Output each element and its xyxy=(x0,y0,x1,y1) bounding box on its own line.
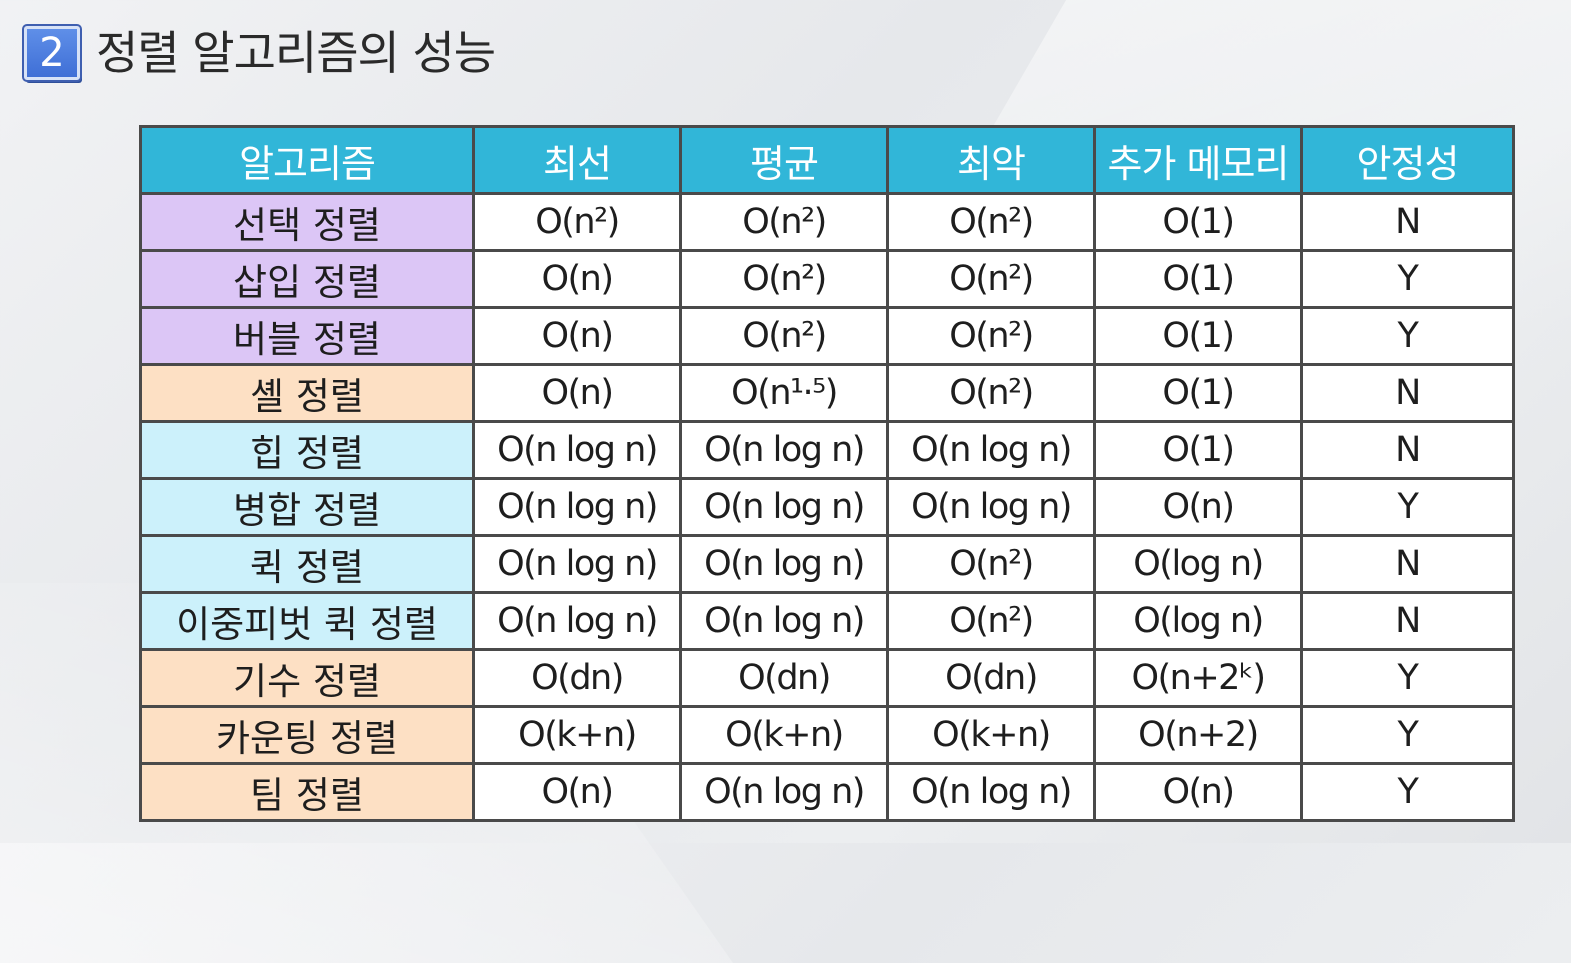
stability-cell: Y xyxy=(1300,705,1515,765)
worst-case-cell: O(n²) xyxy=(886,591,1096,651)
best-case-cell: O(n log n) xyxy=(472,477,682,537)
table-row: 퀵 정렬 O(n log n) O(n log n) O(n²) O(log n… xyxy=(139,534,1515,594)
extra-memory-cell: O(log n) xyxy=(1093,534,1303,594)
worst-case-cell: O(n log n) xyxy=(886,762,1096,822)
average-case-cell: O(n¹·⁵) xyxy=(679,363,889,423)
worst-case-cell: O(n²) xyxy=(886,192,1096,252)
algorithm-name-cell: 버블 정렬 xyxy=(139,306,475,366)
table-row: 기수 정렬 O(dn) O(dn) O(dn) O(n+2ᵏ) Y xyxy=(139,648,1515,708)
average-case-cell: O(k+n) xyxy=(679,705,889,765)
average-case-cell: O(n²) xyxy=(679,306,889,366)
best-case-cell: O(k+n) xyxy=(472,705,682,765)
column-header-stability: 안정성 xyxy=(1300,125,1515,195)
stability-cell: Y xyxy=(1300,762,1515,822)
worst-case-cell: O(n²) xyxy=(886,306,1096,366)
algorithm-name-cell: 카운팅 정렬 xyxy=(139,705,475,765)
table-row: 팀 정렬 O(n) O(n log n) O(n log n) O(n) Y xyxy=(139,762,1515,822)
stability-cell: N xyxy=(1300,420,1515,480)
table-row: 병합 정렬 O(n log n) O(n log n) O(n log n) O… xyxy=(139,477,1515,537)
worst-case-cell: O(n²) xyxy=(886,534,1096,594)
table-row: 이중피벗 퀵 정렬 O(n log n) O(n log n) O(n²) O(… xyxy=(139,591,1515,651)
extra-memory-cell: O(n+2ᵏ) xyxy=(1093,648,1303,708)
best-case-cell: O(n) xyxy=(472,249,682,309)
stability-cell: N xyxy=(1300,534,1515,594)
column-header-worst: 최악 xyxy=(886,125,1096,195)
column-header-average: 평균 xyxy=(679,125,889,195)
table-row: 카운팅 정렬 O(k+n) O(k+n) O(k+n) O(n+2) Y xyxy=(139,705,1515,765)
algorithm-name-cell: 이중피벗 퀵 정렬 xyxy=(139,591,475,651)
average-case-cell: O(dn) xyxy=(679,648,889,708)
best-case-cell: O(n) xyxy=(472,762,682,822)
algorithm-name-cell: 셸 정렬 xyxy=(139,363,475,423)
extra-memory-cell: O(1) xyxy=(1093,306,1303,366)
stability-cell: Y xyxy=(1300,648,1515,708)
best-case-cell: O(n²) xyxy=(472,192,682,252)
best-case-cell: O(n) xyxy=(472,363,682,423)
extra-memory-cell: O(n) xyxy=(1093,477,1303,537)
table-header-row: 알고리즘 최선 평균 최악 추가 메모리 안정성 xyxy=(139,125,1515,195)
algorithm-name-cell: 선택 정렬 xyxy=(139,192,475,252)
worst-case-cell: O(dn) xyxy=(886,648,1096,708)
extra-memory-cell: O(1) xyxy=(1093,249,1303,309)
algorithm-name-cell: 삽입 정렬 xyxy=(139,249,475,309)
sorting-performance-table: 알고리즘 최선 평균 최악 추가 메모리 안정성 선택 정렬 O(n²) O(n… xyxy=(139,125,1515,822)
stability-cell: N xyxy=(1300,192,1515,252)
sorting-performance-table-container: 알고리즘 최선 평균 최악 추가 메모리 안정성 선택 정렬 O(n²) O(n… xyxy=(139,125,1515,822)
extra-memory-cell: O(1) xyxy=(1093,192,1303,252)
table-row: 삽입 정렬 O(n) O(n²) O(n²) O(1) Y xyxy=(139,249,1515,309)
table-row: 셸 정렬 O(n) O(n¹·⁵) O(n²) O(1) N xyxy=(139,363,1515,423)
extra-memory-cell: O(n+2) xyxy=(1093,705,1303,765)
algorithm-name-cell: 기수 정렬 xyxy=(139,648,475,708)
average-case-cell: O(n log n) xyxy=(679,477,889,537)
average-case-cell: O(n log n) xyxy=(679,420,889,480)
algorithm-name-cell: 퀵 정렬 xyxy=(139,534,475,594)
extra-memory-cell: O(n) xyxy=(1093,762,1303,822)
average-case-cell: O(n²) xyxy=(679,192,889,252)
worst-case-cell: O(n log n) xyxy=(886,477,1096,537)
section-number-badge: 2 xyxy=(22,24,82,82)
worst-case-cell: O(n²) xyxy=(886,363,1096,423)
algorithm-name-cell: 병합 정렬 xyxy=(139,477,475,537)
stability-cell: Y xyxy=(1300,306,1515,366)
extra-memory-cell: O(1) xyxy=(1093,363,1303,423)
table-row: 버블 정렬 O(n) O(n²) O(n²) O(1) Y xyxy=(139,306,1515,366)
average-case-cell: O(n log n) xyxy=(679,762,889,822)
algorithm-name-cell: 힙 정렬 xyxy=(139,420,475,480)
average-case-cell: O(n log n) xyxy=(679,534,889,594)
slide-title: 정렬 알고리즘의 성능 xyxy=(96,26,496,80)
stability-cell: N xyxy=(1300,363,1515,423)
column-header-best: 최선 xyxy=(472,125,682,195)
worst-case-cell: O(n²) xyxy=(886,249,1096,309)
best-case-cell: O(n log n) xyxy=(472,420,682,480)
worst-case-cell: O(k+n) xyxy=(886,705,1096,765)
slide-header: 2 정렬 알고리즘의 성능 xyxy=(22,24,496,82)
worst-case-cell: O(n log n) xyxy=(886,420,1096,480)
stability-cell: Y xyxy=(1300,477,1515,537)
stability-cell: Y xyxy=(1300,249,1515,309)
stability-cell: N xyxy=(1300,591,1515,651)
table-row: 힙 정렬 O(n log n) O(n log n) O(n log n) O(… xyxy=(139,420,1515,480)
extra-memory-cell: O(log n) xyxy=(1093,591,1303,651)
best-case-cell: O(n log n) xyxy=(472,534,682,594)
algorithm-name-cell: 팀 정렬 xyxy=(139,762,475,822)
average-case-cell: O(n log n) xyxy=(679,591,889,651)
best-case-cell: O(n) xyxy=(472,306,682,366)
best-case-cell: O(n log n) xyxy=(472,591,682,651)
best-case-cell: O(dn) xyxy=(472,648,682,708)
extra-memory-cell: O(1) xyxy=(1093,420,1303,480)
column-header-algorithm: 알고리즘 xyxy=(139,125,475,195)
table-row: 선택 정렬 O(n²) O(n²) O(n²) O(1) N xyxy=(139,192,1515,252)
average-case-cell: O(n²) xyxy=(679,249,889,309)
column-header-extra-memory: 추가 메모리 xyxy=(1093,125,1303,195)
